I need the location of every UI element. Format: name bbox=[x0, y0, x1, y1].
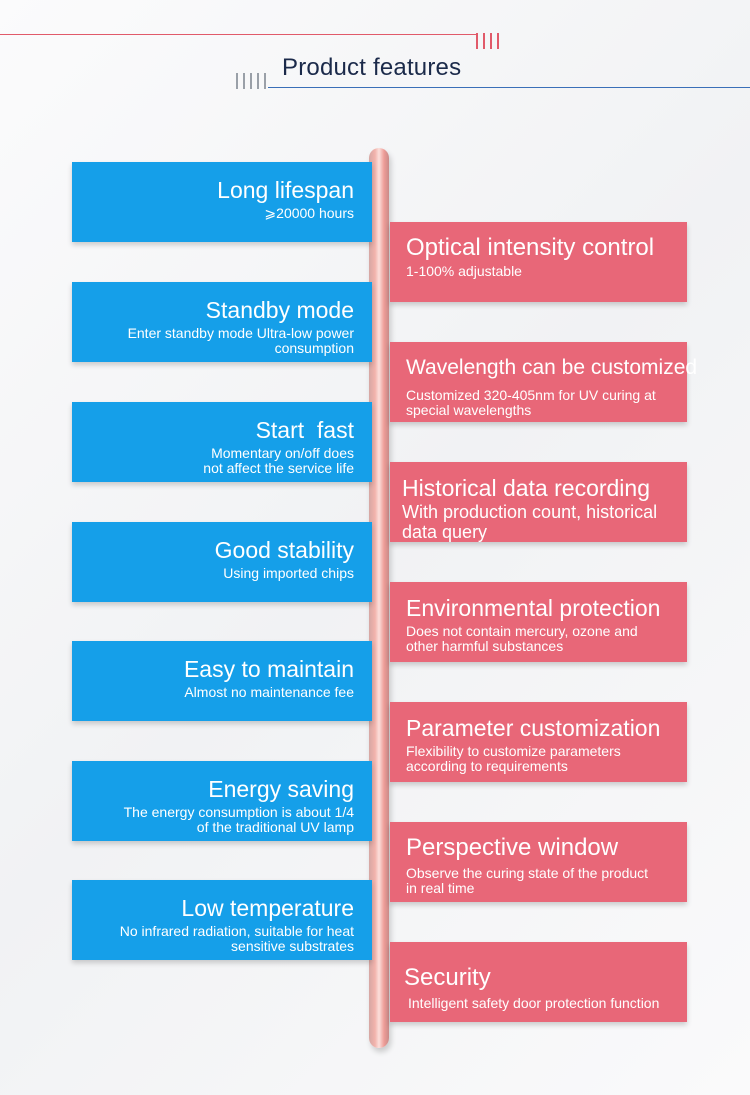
page-title: Product features bbox=[282, 54, 462, 81]
feature-card-standby-mode: Standby mode Enter standby mode Ultra-lo… bbox=[72, 282, 372, 362]
feature-card-environmental-protection: Environmental protection Does not contai… bbox=[390, 582, 687, 662]
feature-title: Perspective window bbox=[406, 834, 619, 861]
feature-card-good-stability: Good stability Using imported chips bbox=[72, 522, 372, 602]
feature-title: Environmental protection bbox=[406, 595, 661, 621]
header-divider-red bbox=[0, 34, 476, 35]
feature-subtitle: Momentary on/off does not affect the ser… bbox=[203, 445, 354, 476]
feature-subtitle: ⩾20000 hours bbox=[264, 205, 354, 221]
feature-card-perspective-window: Perspective window Observe the curing st… bbox=[390, 822, 687, 902]
feature-title: Low temperature bbox=[181, 895, 354, 921]
feature-card-wavelength-customized: Wavelength can be customized Customized … bbox=[390, 342, 698, 422]
feature-title: Wavelength can be customized bbox=[406, 356, 698, 379]
feature-card-start-fast: Start fast Momentary on/off does not aff… bbox=[72, 402, 372, 482]
feature-subtitle: 1-100% adjustable bbox=[406, 263, 522, 279]
feature-card-parameter-customization: Parameter customization Flexibility to c… bbox=[390, 702, 687, 782]
feature-title: Energy saving bbox=[208, 776, 354, 802]
header-divider-blue bbox=[268, 87, 750, 88]
feature-subtitle: Enter standby mode Ultra-low power consu… bbox=[127, 325, 354, 356]
feature-card-historical-data-recording: Historical data recording With productio… bbox=[390, 462, 687, 542]
feature-title: Long lifespan bbox=[217, 177, 354, 203]
feature-card-optical-intensity-control: Optical intensity control 1-100% adjusta… bbox=[390, 222, 687, 302]
feature-subtitle: No infrared radiation, suitable for heat… bbox=[119, 923, 354, 954]
feature-subtitle: With production count, historical data q… bbox=[402, 502, 658, 542]
feature-card-long-lifespan: Long lifespan ⩾20000 hours bbox=[72, 162, 372, 242]
center-timeline-bar bbox=[369, 148, 389, 1048]
feature-title: Historical data recording bbox=[402, 475, 651, 501]
feature-card-low-temperature: Low temperature No infrared radiation, s… bbox=[72, 880, 372, 960]
feature-title: Good stability bbox=[214, 537, 354, 563]
header-ticks-red bbox=[474, 33, 504, 49]
feature-title: Security bbox=[404, 964, 491, 991]
feature-title: Optical intensity control bbox=[406, 234, 655, 261]
feature-subtitle: Flexibility to customize parameters acco… bbox=[406, 743, 621, 774]
feature-subtitle: Intelligent safety door protection funct… bbox=[408, 995, 660, 1011]
feature-subtitle: Does not contain mercury, ozone and othe… bbox=[406, 623, 638, 654]
feature-title: Easy to maintain bbox=[183, 656, 354, 682]
feature-subtitle: Using imported chips bbox=[223, 565, 354, 581]
feature-card-security: Security Intelligent safety door protect… bbox=[390, 942, 687, 1022]
feature-card-easy-to-maintain: Easy to maintain Almost no maintenance f… bbox=[72, 641, 372, 721]
feature-subtitle: The energy consumption is about 1/4 of t… bbox=[123, 804, 354, 835]
header-ticks-gray bbox=[236, 73, 270, 89]
feature-title: Standby mode bbox=[205, 297, 354, 323]
feature-card-energy-saving: Energy saving The energy consumption is … bbox=[72, 761, 372, 841]
feature-subtitle: Almost no maintenance fee bbox=[184, 684, 354, 700]
feature-subtitle: Observe the curing state of the product … bbox=[406, 865, 649, 896]
feature-title: Start fast bbox=[255, 417, 354, 443]
feature-subtitle: Customized 320-405nm for UV curing at sp… bbox=[406, 387, 656, 418]
feature-title: Parameter customization bbox=[406, 715, 661, 741]
